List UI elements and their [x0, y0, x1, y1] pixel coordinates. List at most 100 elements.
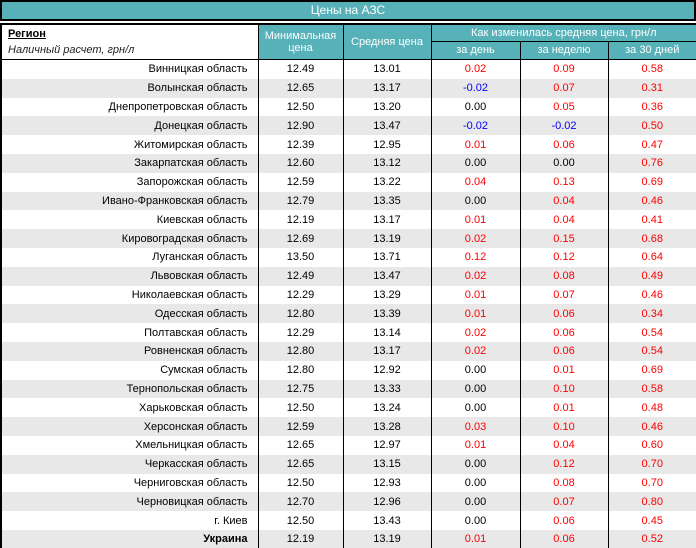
table-row: Киевская область 12.19 13.17 0.01 0.04 0.41 — [0, 210, 696, 230]
change-month-cell: 0.46 — [607, 285, 696, 305]
min-price-cell: 12.80 — [257, 341, 344, 361]
change-day-cell: 0.03 — [430, 417, 521, 436]
change-month-cell: 0.58 — [607, 379, 696, 399]
change-day-cell: 0.01 — [430, 210, 521, 230]
table-row: Кировоградская область 12.69 13.19 0.02 0.15… — [0, 229, 696, 248]
region-cell: Сумская область — [0, 360, 259, 380]
change-day-cell: 0.01 — [430, 285, 521, 305]
avg-price-cell: 13.22 — [342, 172, 432, 192]
change-month-cell: 0.36 — [607, 97, 696, 117]
change-month-cell: 0.69 — [607, 360, 696, 380]
change-day-cell: 0.00 — [430, 191, 521, 211]
min-price-cell: 12.79 — [257, 191, 344, 211]
table-row: Житомирская область 12.39 12.95 0.01 0.06 0.4… — [0, 135, 696, 154]
table-row: Тернопольская область 12.75 13.33 0.00 0.10 0… — [0, 379, 696, 399]
table-row: Херсонская область 12.59 13.28 0.03 0.10 0.46 — [0, 417, 696, 436]
min-price-cell: 12.60 — [257, 153, 344, 173]
change-week-cell: 0.06 — [519, 529, 609, 548]
region-cell: Черновицкая область — [0, 492, 259, 512]
change-month-cell: 0.45 — [607, 511, 696, 530]
change-day-cell: 0.02 — [430, 341, 521, 361]
change-day-cell: -0.02 — [430, 78, 521, 98]
avg-price-cell: 13.14 — [342, 323, 432, 342]
change-month-cell: 0.54 — [607, 341, 696, 361]
region-cell: Волынская область — [0, 78, 259, 98]
change-day-cell: 0.01 — [430, 304, 521, 324]
change-month-cell: 0.49 — [607, 266, 696, 286]
avg-price-cell: 13.71 — [342, 247, 432, 267]
region-cell: Тернопольская область — [0, 379, 259, 399]
avg-price-cell: 13.28 — [342, 417, 432, 436]
change-day-cell: 0.00 — [430, 360, 521, 380]
min-price-cell: 12.50 — [257, 97, 344, 117]
region-column-header: Регион Наличный расчет, грн/л — [0, 23, 259, 60]
min-price-cell: 12.80 — [257, 360, 344, 380]
change-day-column-header: за день — [430, 40, 521, 61]
change-week-cell: 0.04 — [519, 191, 609, 211]
change-group-header: Как изменилась средняя цена, грн/л — [430, 23, 696, 42]
avg-price-cell: 13.01 — [342, 59, 432, 79]
change-week-cell: 0.15 — [519, 229, 609, 248]
change-week-cell: 0.07 — [519, 492, 609, 512]
region-cell: Черкасская область — [0, 454, 259, 474]
region-cell: Николаевская область — [0, 285, 259, 305]
table-row: г. Киев 12.50 13.43 0.00 0.06 0.45 — [0, 511, 696, 530]
change-week-cell: 0.08 — [519, 473, 609, 493]
avg-price-cell: 13.19 — [342, 229, 432, 248]
change-day-cell: 0.00 — [430, 97, 521, 117]
table-row: Закарпатская область 12.60 13.12 0.00 0.00 0.… — [0, 153, 696, 173]
change-week-cell: 0.06 — [519, 304, 609, 324]
avg-price-cell: 12.97 — [342, 435, 432, 455]
change-month-cell: 0.47 — [607, 135, 696, 154]
change-week-cell: 0.04 — [519, 435, 609, 455]
change-day-cell: 0.02 — [430, 266, 521, 286]
avg-price-cell: 13.17 — [342, 341, 432, 361]
table-row: Николаевская область 12.29 13.29 0.01 0.07 0.… — [0, 285, 696, 305]
min-price-cell: 12.29 — [257, 285, 344, 305]
avg-price-cell: 12.93 — [342, 473, 432, 493]
avg-price-cell: 13.24 — [342, 398, 432, 418]
change-month-cell: 0.46 — [607, 191, 696, 211]
region-cell: Полтавская область — [0, 323, 259, 342]
table-row: Украина 12.19 13.19 0.01 0.06 0.52 — [0, 529, 696, 548]
table-row: Полтавская область 12.29 13.14 0.02 0.06 0.54 — [0, 323, 696, 342]
region-header-label: Регион — [8, 28, 46, 40]
min-price-cell: 12.75 — [257, 379, 344, 399]
change-month-cell: 0.54 — [607, 323, 696, 342]
table-header: Регион Наличный расчет, грн/л Минимальна… — [0, 23, 696, 61]
change-month-cell: 0.52 — [607, 529, 696, 548]
region-cell: Харьковская область — [0, 398, 259, 418]
change-month-cell: 0.76 — [607, 153, 696, 173]
region-cell: Херсонская область — [0, 417, 259, 436]
avg-price-cell: 13.15 — [342, 454, 432, 474]
avg-price-cell: 12.95 — [342, 135, 432, 154]
avg-price-cell: 12.92 — [342, 360, 432, 380]
min-price-cell: 12.19 — [257, 529, 344, 548]
table-row: Хмельницкая область 12.65 12.97 0.01 0.04 0.6… — [0, 435, 696, 455]
change-month-column-header: за 30 дней — [607, 40, 696, 61]
change-month-cell: 0.70 — [607, 473, 696, 493]
region-cell: Житомирская область — [0, 135, 259, 154]
avg-price-cell: 13.19 — [342, 529, 432, 548]
fuel-price-table: Регион Наличный расчет, грн/л Минимальна… — [0, 23, 696, 548]
avg-price-cell: 13.33 — [342, 379, 432, 399]
change-month-cell: 0.34 — [607, 304, 696, 324]
min-price-cell: 12.59 — [257, 172, 344, 192]
change-month-cell: 0.46 — [607, 417, 696, 436]
change-month-cell: 0.69 — [607, 172, 696, 192]
change-week-cell: 0.08 — [519, 266, 609, 286]
page-title: Цены на АЗС — [0, 0, 696, 21]
region-cell: г. Киев — [0, 511, 259, 530]
avg-price-cell: 13.29 — [342, 285, 432, 305]
min-price-cell: 12.49 — [257, 59, 344, 79]
change-week-cell: 0.05 — [519, 97, 609, 117]
avg-price-cell: 13.35 — [342, 191, 432, 211]
change-week-cell: 0.06 — [519, 511, 609, 530]
min-price-cell: 12.80 — [257, 304, 344, 324]
table-row: Черниговская область 12.50 12.93 0.00 0.08 0.… — [0, 473, 696, 493]
min-price-cell: 12.69 — [257, 229, 344, 248]
change-week-cell: 0.06 — [519, 135, 609, 154]
change-day-cell: 0.00 — [430, 454, 521, 474]
change-month-cell: 0.58 — [607, 59, 696, 79]
